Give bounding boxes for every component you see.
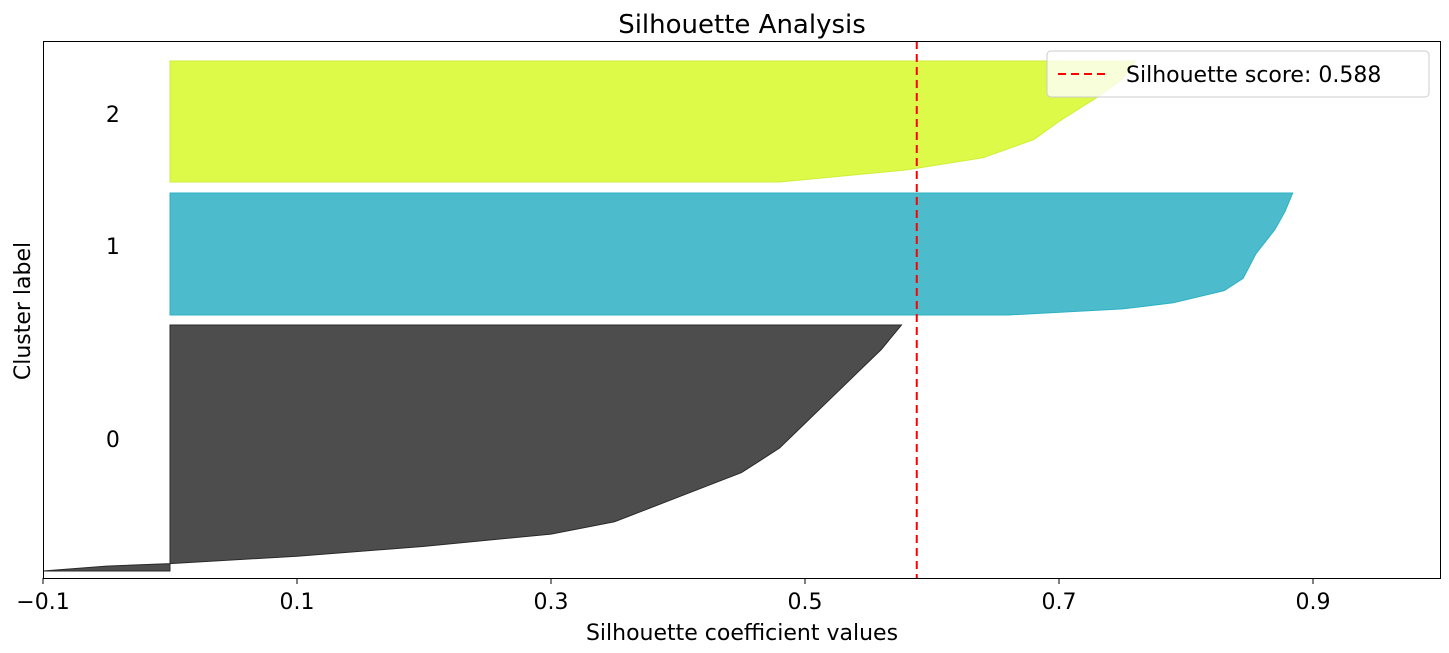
legend: Silhouette score: 0.588 <box>1046 50 1430 98</box>
x-tick-label: 0.3 <box>534 590 569 615</box>
x-axis-label: Silhouette coefficient values <box>586 621 898 646</box>
x-tick-label: 0.7 <box>1042 590 1077 615</box>
cluster-labels: 0 1 2 <box>106 103 120 453</box>
plot-area <box>42 41 1294 578</box>
cluster-label-1: 1 <box>106 235 120 260</box>
cluster-1-silhouette <box>169 192 1294 316</box>
x-axis: −0.1 0.1 0.3 0.5 0.7 0.9 <box>16 578 1331 615</box>
cluster-label-0: 0 <box>106 428 120 453</box>
x-tick-label: 0.1 <box>280 590 315 615</box>
plot-frame <box>43 41 1441 579</box>
cluster-2-silhouette <box>169 60 1137 183</box>
legend-box <box>1046 50 1430 98</box>
cluster-0-silhouette <box>42 324 903 572</box>
cluster-label-2: 2 <box>106 103 120 128</box>
legend-label: Silhouette score: 0.588 <box>1126 63 1381 88</box>
y-axis-label: Cluster label <box>11 242 36 380</box>
x-tick-label: 0.9 <box>1296 590 1331 615</box>
chart-title: Silhouette Analysis <box>618 10 866 40</box>
x-tick-label: 0.5 <box>788 590 823 615</box>
x-tick-label: −0.1 <box>16 590 69 615</box>
